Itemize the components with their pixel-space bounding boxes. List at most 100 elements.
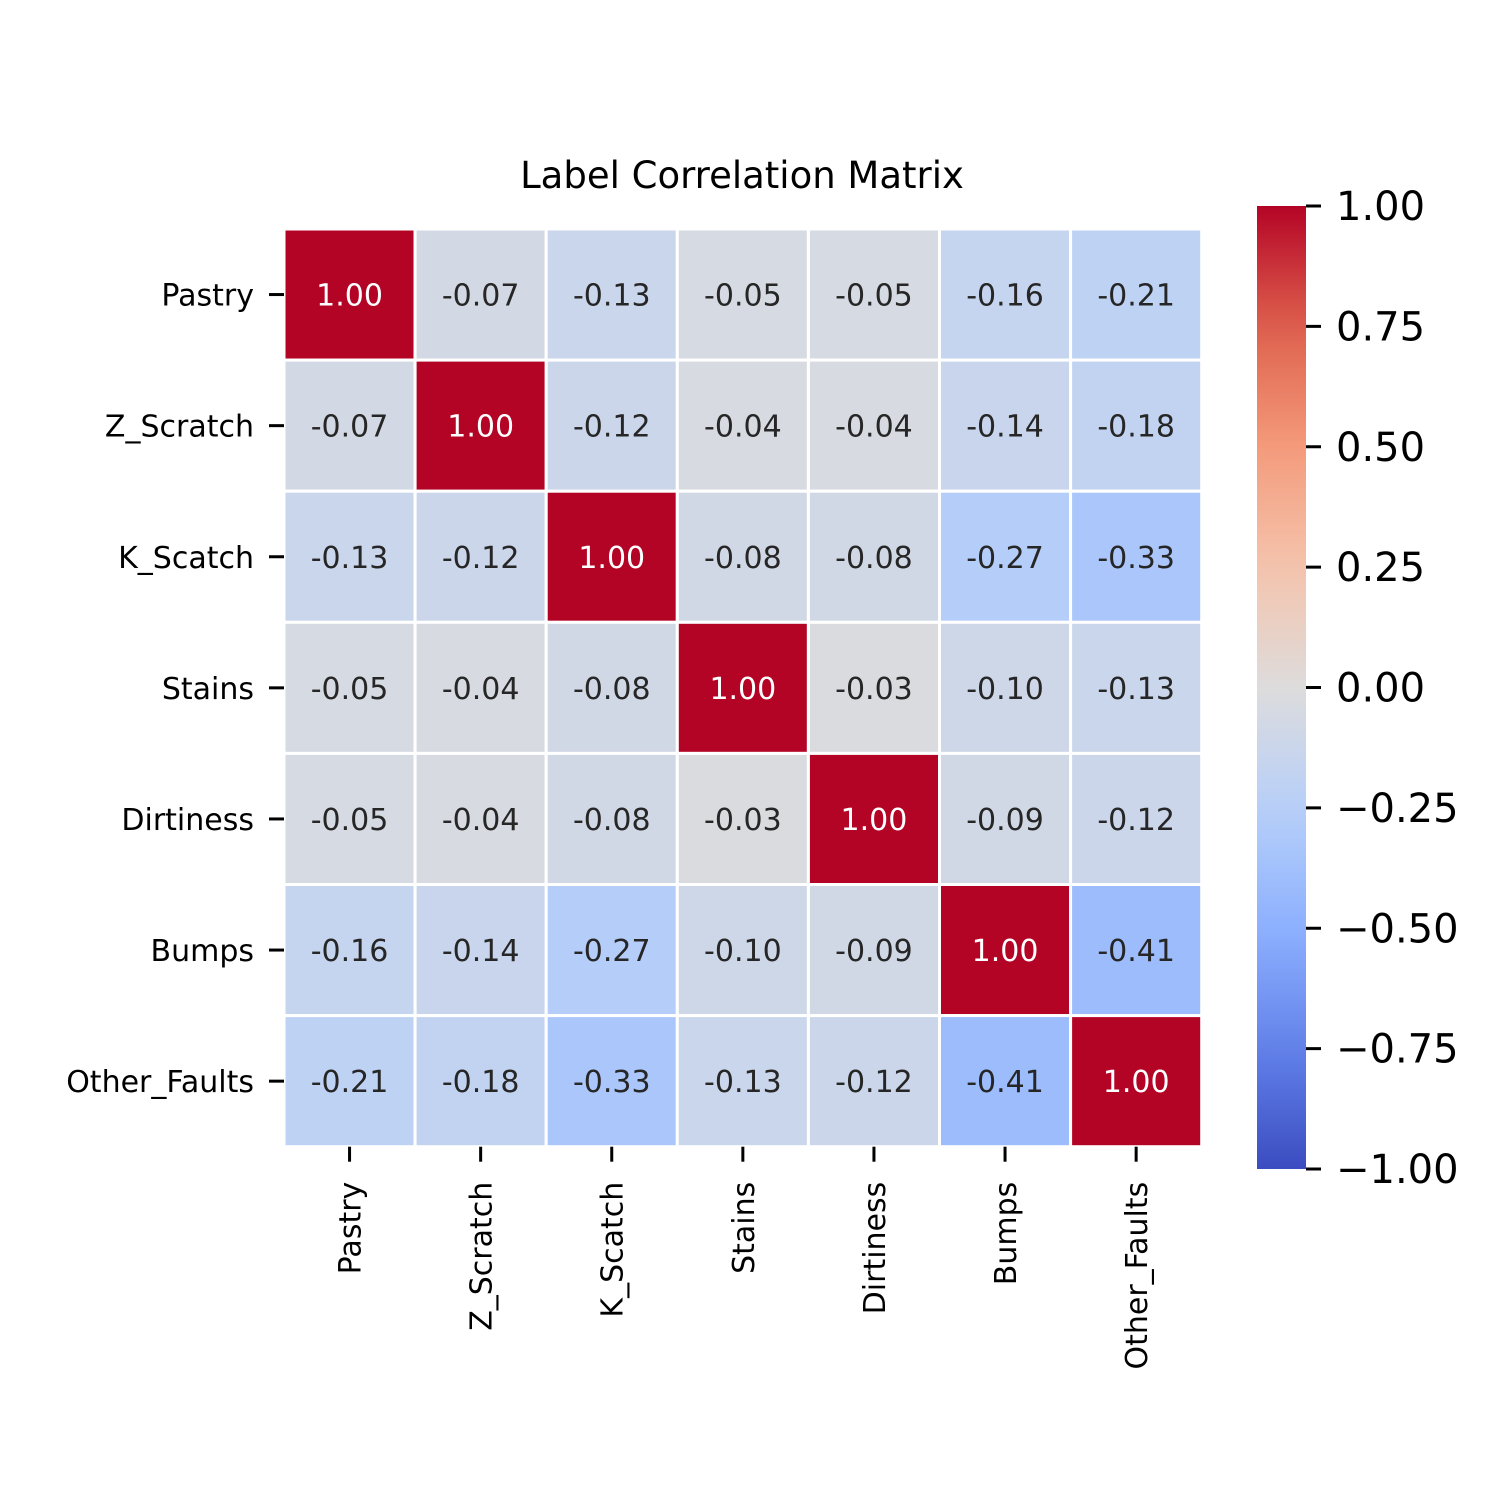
heatmap-cell-bumps-z-scratch [413,883,548,1018]
heatmap-cell-k-scatch-other-faults [1069,489,1204,624]
heatmap-cell-stains-pastry [282,620,417,755]
y-tick-label-pastry: Pastry [161,279,254,314]
column-labels: Pastry Z_Scratch K_Scatch Stains Dirtiness Bu… [334,1146,1155,1370]
row-labels: Pastry Z_Scratch K_Scatch Stains Dirtiness Bu… [66,279,284,1100]
cell-value-label: -0.07 [311,410,389,445]
cell-value-label: -0.04 [442,672,520,707]
cell-value-label: -0.07 [442,279,520,314]
colorbar-tick-label: −0.50 [1336,906,1459,952]
colorbar-tick-label: −0.75 [1336,1027,1459,1073]
heatmap-cell-k-scatch-stains [675,489,810,624]
cell-value-label: -0.21 [311,1065,389,1100]
cell-value-label: -0.05 [311,672,389,707]
heatmap-cell-stains-z-scratch [413,620,548,755]
y-tick-label-z-scratch: Z_Scratch [105,410,254,445]
cell-value-label: -0.04 [835,410,913,445]
cell-value-label: -0.14 [442,934,520,969]
heatmap-cell-dirtiness-pastry [282,751,417,887]
colorbar-tick-label: 0.25 [1336,545,1425,591]
heatmap-cell-other-faults-k-scatch [544,1014,679,1149]
cell-value-label: 1.00 [841,803,908,838]
colorbar-tick-label: −0.25 [1336,786,1459,832]
heatmap-cell-k-scatch-k-scatch [544,489,679,624]
colorbar: 1.00 0.75 0.50 0.25 0.00 −0.25 −0.50 −0.75 −1.00 [1257,184,1459,1193]
cell-value-label: -0.05 [704,279,782,314]
cell-value-label: -0.10 [704,934,782,969]
cell-value-label: -0.12 [835,1065,913,1100]
cell-value-label: -0.33 [573,1065,651,1100]
cell-value-label: -0.08 [573,803,651,838]
colorbar-tick-label: 1.00 [1336,184,1425,230]
cell-value-label: -0.12 [1097,803,1175,838]
heatmap-cell-k-scatch-dirtiness [806,489,942,624]
heatmap-cell-pastry-pastry [282,227,417,362]
cell-value-label: -0.08 [704,541,782,576]
cell-value-label: -0.12 [442,541,520,576]
cell-value-label: 1.00 [709,672,776,707]
cell-value-label: -0.04 [704,410,782,445]
x-tick-label-bumps: Bumps [989,1182,1024,1286]
cell-value-label: -0.16 [311,934,389,969]
cell-value-label: -0.04 [442,803,520,838]
heatmap-cell-bumps-pastry [282,883,417,1018]
y-tick-label-dirtiness: Dirtiness [121,803,254,838]
heatmap-cell-other-faults-stains [675,1014,810,1149]
heatmap-cell-other-faults-other-faults [1069,1014,1204,1149]
cell-value-label: -0.13 [311,541,389,576]
cell-value-label: -0.05 [311,803,389,838]
cell-value-label: 1.00 [447,410,514,445]
heatmap-cell-stains-bumps [938,620,1073,755]
cell-value-label: -0.09 [835,934,913,969]
y-tick-label-bumps: Bumps [151,934,255,969]
cell-value-label: -0.12 [573,410,651,445]
colorbar-tick-label: 0.75 [1336,304,1425,350]
heatmap-cell-dirtiness-k-scatch [544,751,679,887]
colorbar-tick-label: 0.00 [1336,666,1425,712]
cell-value-label: -0.13 [1097,672,1175,707]
cell-value-label: -0.27 [573,934,651,969]
heatmap-cell-other-faults-dirtiness [806,1014,942,1149]
cell-value-label: -0.21 [1097,279,1175,314]
y-tick-label-k-scatch: K_Scatch [118,541,254,576]
x-tick-label-other-faults: Other_Faults [1120,1182,1155,1370]
chart-title: Label Correlation Matrix [520,154,964,197]
y-tick-label-other-faults: Other_Faults [66,1065,254,1100]
cell-value-label: -0.13 [704,1065,782,1100]
heatmap-cells: 1.00 -0.07 -0.13 -0.05 -0.05 -0.16 -0.21 -0.07 1… [282,227,1204,1149]
colorbar-tick-label: 0.50 [1336,425,1425,471]
cell-value-label: -0.10 [966,672,1044,707]
cell-value-label: -0.41 [966,1065,1044,1100]
cell-value-label: 1.00 [578,541,645,576]
heatmap-cell-z-scratch-other-faults [1069,358,1204,493]
heatmap-cell-pastry-bumps [938,227,1073,362]
heatmap-cell-bumps-dirtiness [806,883,942,1018]
cell-value-label: -0.33 [1097,541,1175,576]
cell-value-label: -0.03 [704,803,782,838]
x-tick-label-dirtiness: Dirtiness [858,1182,893,1315]
heatmap-cell-bumps-other-faults [1069,883,1204,1018]
cell-value-label: -0.09 [966,803,1044,838]
cell-value-label: -0.14 [966,410,1044,445]
heatmap-cell-z-scratch-dirtiness [806,358,942,493]
colorbar-gradient [1257,206,1306,1169]
cell-value-label: -0.08 [835,541,913,576]
cell-value-label: -0.08 [573,672,651,707]
x-tick-label-k-scatch: K_Scatch [596,1182,631,1318]
cell-value-label: -0.27 [966,541,1044,576]
colorbar-tick-label: −1.00 [1336,1147,1459,1193]
heatmap-cell-k-scatch-z-scratch [413,489,548,624]
heatmap-cell-bumps-stains [675,883,810,1018]
cell-value-label: 1.00 [316,279,383,314]
x-tick-label-z-scratch: Z_Scratch [465,1182,500,1331]
cell-value-label: 1.00 [972,934,1039,969]
heatmap-cell-stains-other-faults [1069,620,1204,755]
heatmap-cell-z-scratch-k-scatch [544,358,679,493]
cell-value-label: -0.03 [835,672,913,707]
cell-value-label: -0.18 [442,1065,520,1100]
heatmap-cell-pastry-z-scratch [413,227,548,362]
heatmap-cell-other-faults-bumps [938,1014,1073,1149]
y-tick-label-stains: Stains [162,672,254,707]
cell-value-label: 1.00 [1103,1065,1170,1100]
cell-value-label: -0.41 [1097,934,1175,969]
